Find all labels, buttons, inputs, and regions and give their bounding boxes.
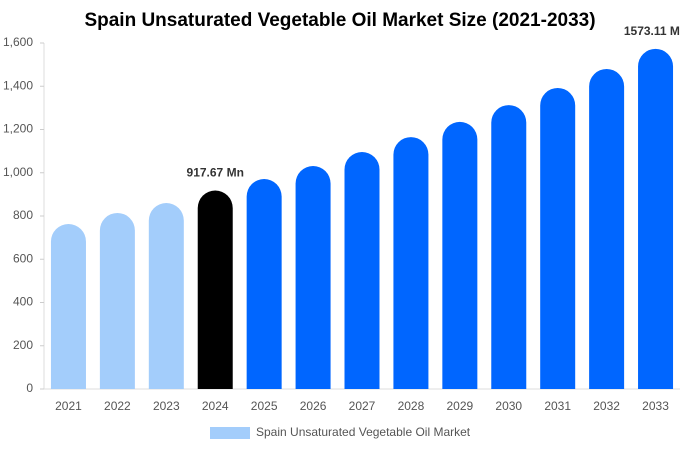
y-tick-label: 600	[13, 251, 33, 265]
x-tick-label: 2024	[202, 399, 229, 413]
bar	[540, 87, 576, 389]
y-tick-label: 1,600	[3, 35, 33, 49]
bar	[589, 68, 625, 389]
bar	[246, 179, 282, 389]
bar	[295, 166, 331, 389]
x-tick-label: 2028	[398, 399, 425, 413]
x-tick-label: 2026	[300, 399, 327, 413]
x-tick-label: 2033	[642, 399, 669, 413]
bar	[491, 105, 527, 389]
x-tick-label: 2022	[104, 399, 131, 413]
bar	[50, 224, 86, 389]
x-tick-label: 2021	[55, 399, 82, 413]
bar	[393, 137, 429, 389]
y-tick-label: 400	[13, 295, 33, 309]
value-label: 917.67 Mn	[187, 166, 244, 180]
x-tick-label: 2027	[349, 399, 376, 413]
x-tick-label: 2023	[153, 399, 180, 413]
y-tick-label: 1,400	[3, 78, 33, 92]
bar	[148, 203, 184, 389]
y-tick-label: 0	[26, 381, 33, 395]
y-tick-label: 1,200	[3, 122, 33, 136]
bar	[638, 48, 674, 389]
y-tick-label: 200	[13, 338, 33, 352]
legend-swatch	[210, 427, 250, 439]
bar	[442, 121, 478, 389]
chart-title: Spain Unsaturated Vegetable Oil Market S…	[84, 10, 595, 31]
x-tick-label: 2030	[495, 399, 522, 413]
bar	[197, 190, 233, 389]
legend-label: Spain Unsaturated Vegetable Oil Market	[256, 425, 471, 439]
x-tick-label: 2025	[251, 399, 278, 413]
y-tick-label: 800	[13, 208, 33, 222]
x-tick-label: 2032	[593, 399, 620, 413]
bar	[99, 212, 135, 389]
x-tick-label: 2029	[446, 399, 473, 413]
x-tick-label: 2031	[544, 399, 571, 413]
y-tick-label: 1,000	[3, 165, 33, 179]
value-label: 1573.11 Mn	[624, 24, 680, 38]
bar	[344, 151, 380, 389]
